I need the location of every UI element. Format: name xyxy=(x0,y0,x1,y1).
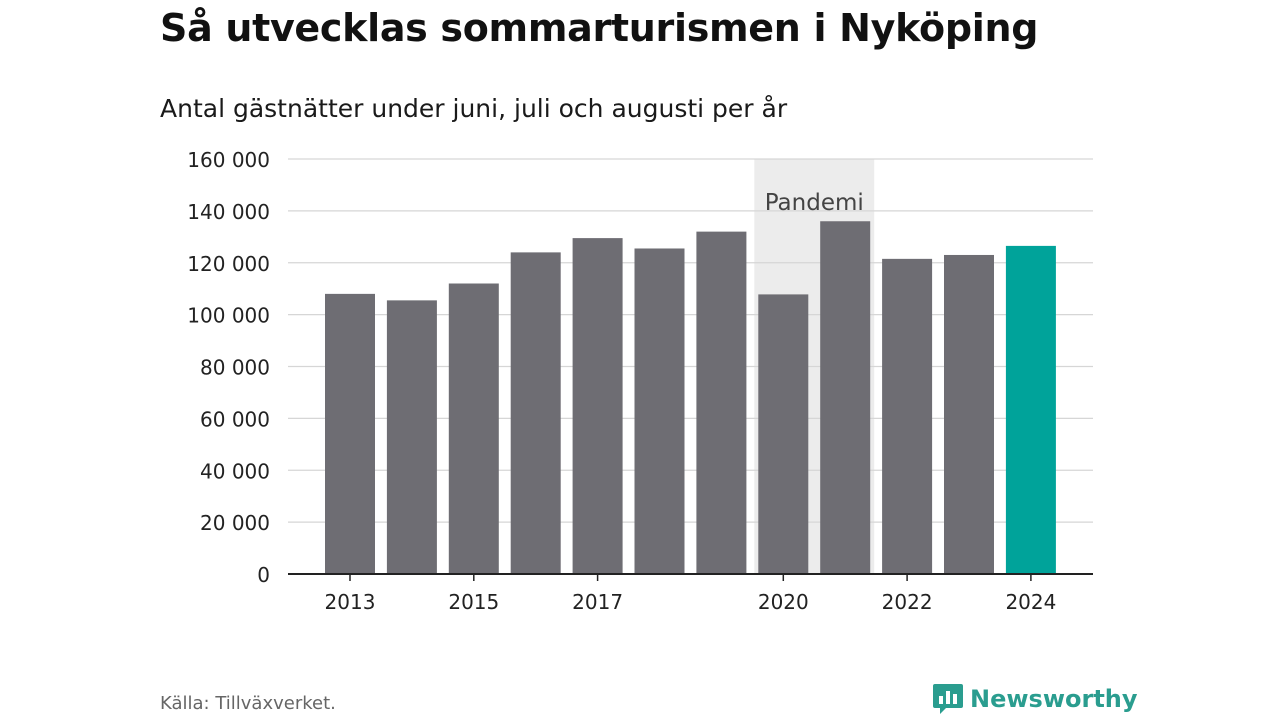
bar-2021 xyxy=(820,221,871,574)
chart-subtitle: Antal gästnätter under juni, juli och au… xyxy=(160,94,788,123)
brand-logo: Newsworthy xyxy=(932,682,1138,716)
x-tick-label: 2024 xyxy=(1005,590,1056,614)
source-note: Källa: Tillväxverket. xyxy=(160,693,336,714)
x-tick-label: 2022 xyxy=(882,590,933,614)
bar-2017 xyxy=(572,238,623,574)
annotation-label: Pandemi xyxy=(765,190,864,216)
bar-2016 xyxy=(510,252,561,574)
bar-2015 xyxy=(448,283,499,574)
y-tick-label: 80 000 xyxy=(200,356,270,380)
y-tick-label: 20 000 xyxy=(200,511,270,535)
bar-2014 xyxy=(386,300,437,574)
bar-chart: 0 20 000 40 000 60 000 80 000 100 000 120 000 1… xyxy=(187,148,1093,614)
bar-2020 xyxy=(758,294,809,574)
y-tick-label: 100 000 xyxy=(187,304,270,328)
newsworthy-logo-icon xyxy=(933,684,963,714)
bar-2023 xyxy=(944,254,994,574)
bar-2022 xyxy=(882,258,933,574)
x-tick-label: 2020 xyxy=(758,590,809,614)
y-tick-label: 140 000 xyxy=(187,200,270,224)
bar-2024 xyxy=(1005,245,1056,574)
bar-2019 xyxy=(696,231,747,574)
x-tick-label: 2017 xyxy=(572,590,623,614)
y-tick-label: 40 000 xyxy=(200,459,270,483)
x-tick-label: 2013 xyxy=(325,590,376,614)
brand-name: Newsworthy xyxy=(970,685,1138,713)
x-tick-label: 2015 xyxy=(448,590,499,614)
y-tick-label: 120 000 xyxy=(187,252,270,276)
y-tick-label: 60 000 xyxy=(200,407,270,431)
bar-2013 xyxy=(325,293,375,574)
y-tick-label: 0 xyxy=(257,563,270,587)
chart-title: Så utvecklas sommarturismen i Nyköping xyxy=(160,6,1039,50)
bar-2018 xyxy=(634,248,685,574)
y-tick-label: 160 000 xyxy=(187,148,270,172)
